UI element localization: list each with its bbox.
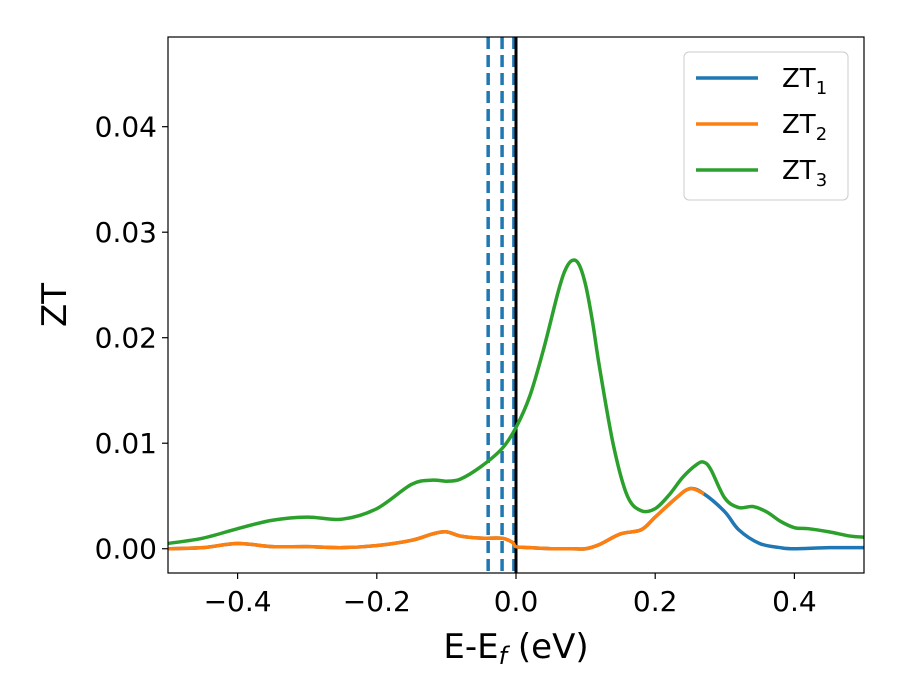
x-axis-label: E-Ef (eV) [443,627,588,670]
x-tick-label: −0.2 [343,585,411,618]
x-tick-label: 0.2 [633,585,678,618]
y-tick-label: 0.04 [95,111,157,144]
y-tick-label: 0.00 [95,533,157,566]
y-tick-label: 0.01 [95,427,157,460]
legend-label-zt1: ZT1 [782,64,827,99]
x-tick-label: 0.0 [494,585,539,618]
reference-lines [486,37,518,573]
x-tick-label: −0.4 [204,585,272,618]
x-axis: −0.4 −0.2 0.0 0.2 0.4 [204,573,817,618]
legend-frame [683,51,849,201]
y-tick-label: 0.03 [95,216,157,249]
x-tick-label: 0.4 [772,585,817,618]
legend-label-zt3: ZT3 [782,156,827,191]
y-axis: 0.00 0.01 0.02 0.03 0.04 [95,111,168,566]
legend-label-zt2: ZT2 [782,110,827,145]
y-tick-label: 0.02 [95,322,157,355]
series-layer [168,258,864,551]
legend: ZT1 ZT2 ZT3 [683,51,849,201]
series-line-zt2 [168,486,705,551]
y-axis-label: ZT [35,283,75,327]
series-line-zt3 [168,258,864,546]
